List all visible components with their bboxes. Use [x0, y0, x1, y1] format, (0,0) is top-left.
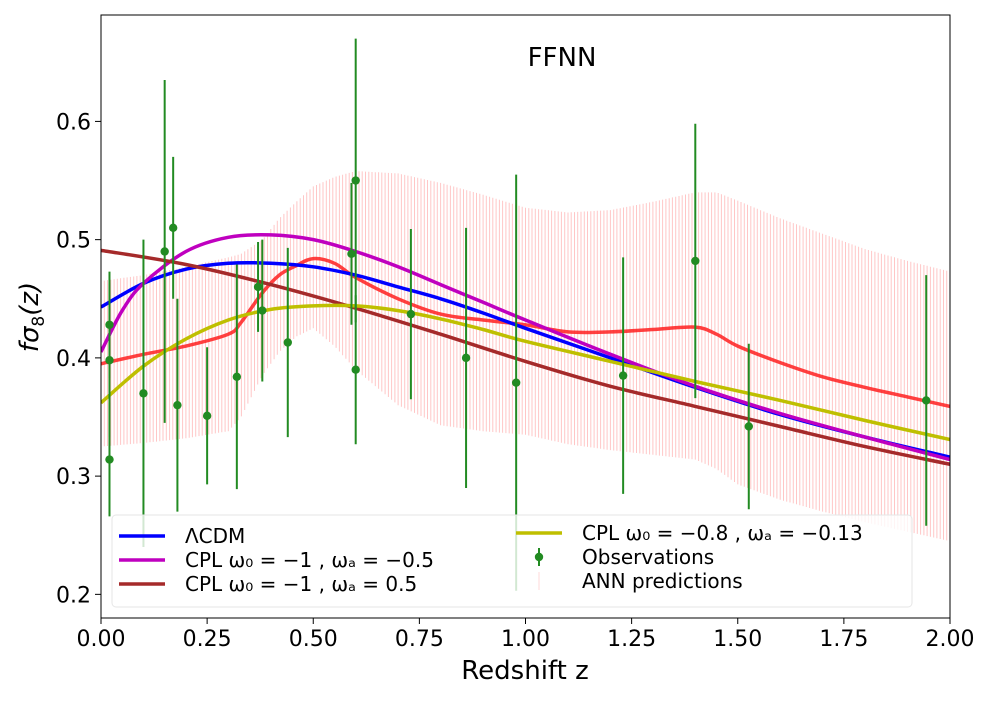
- ann-band-group: [101, 171, 950, 542]
- observation-point: [258, 306, 267, 315]
- observation-point: [744, 422, 753, 431]
- y-tick-label: 0.3: [56, 465, 91, 490]
- observation-point: [105, 356, 114, 365]
- observation-point: [347, 249, 356, 259]
- series-lines-group: [101, 232, 950, 467]
- observation-point: [691, 256, 700, 266]
- x-tick-label: 2.00: [926, 627, 975, 652]
- observation-point: [202, 411, 212, 421]
- legend-box: [111, 514, 913, 608]
- series-line-4: [101, 303, 950, 442]
- legend-label: ANN predictions: [582, 569, 743, 593]
- x-tick-label: 1.00: [501, 627, 550, 652]
- x-tick-label: 0.25: [183, 627, 232, 652]
- observation-point: [173, 400, 182, 410]
- y-tick-label: 0.6: [56, 110, 91, 135]
- y-axis-label-sub: 8: [29, 316, 49, 327]
- observations-group: [105, 38, 931, 591]
- x-axis-label: Redshift z: [461, 656, 588, 686]
- x-tick-label: 0.75: [395, 627, 444, 652]
- y-tick-label: 0.5: [56, 229, 91, 254]
- x-tick-label: 0.50: [289, 627, 338, 652]
- y-axis-label: fσ8(z): [15, 282, 49, 352]
- axes-group: 0.00 0.25 0.50 0.75 1.00 1.25 1.50 1.75 2.00 0.2 0…: [56, 110, 974, 652]
- observation-point: [351, 365, 360, 374]
- observation-point: [461, 353, 471, 363]
- observation-point: [139, 389, 148, 398]
- ann-predictions-line: [101, 256, 950, 409]
- series-line-2: [101, 232, 950, 462]
- x-tick-label: 1.25: [607, 627, 656, 652]
- legend-label: ΛCDM: [185, 524, 245, 548]
- x-tick-label: 1.50: [713, 627, 762, 652]
- observation-point: [511, 378, 521, 387]
- observation-point: [406, 309, 416, 319]
- x-tick-label: 0.00: [77, 627, 126, 652]
- observation-point: [351, 176, 360, 185]
- observation-point: [160, 247, 169, 256]
- legend-label: CPL ω₀ = −0.8 , ωₐ = −0.13: [582, 521, 863, 545]
- observation-point: [168, 223, 178, 233]
- legend-label: CPL ω₀ = −1 , ωₐ = −0.5: [185, 548, 434, 572]
- y-axis-label-z: (z): [15, 282, 45, 316]
- legend-swatch-point: [534, 552, 544, 562]
- observation-point: [618, 371, 628, 380]
- observation-point: [105, 455, 114, 464]
- legend-label: CPL ω₀ = −1 , ωₐ = 0.5: [185, 572, 417, 596]
- legend-label: Observations: [582, 545, 714, 569]
- observation-point: [922, 396, 931, 405]
- y-axis-label-f: fσ: [15, 325, 45, 352]
- series-line-3: [101, 248, 950, 467]
- y-tick-label: 0.2: [56, 583, 91, 608]
- observation-point: [232, 372, 242, 381]
- observation-point: [253, 282, 263, 292]
- chart-title: FFNN: [528, 43, 597, 73]
- y-tick-label: 0.4: [56, 347, 91, 372]
- x-tick-label: 1.75: [819, 627, 868, 652]
- observation-point: [283, 338, 292, 347]
